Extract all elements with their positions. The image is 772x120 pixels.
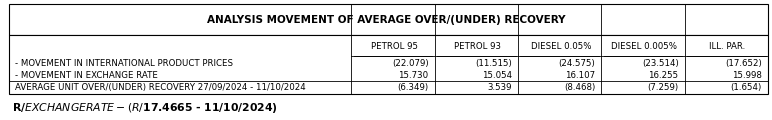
Bar — [9, 4, 768, 35]
Text: ANALYSIS MOVEMENT OF AVERAGE OVER/(UNDER) RECOVERY: ANALYSIS MOVEMENT OF AVERAGE OVER/(UNDER… — [207, 15, 565, 24]
Text: AVERAGE UNIT OVER/(UNDER) RECOVERY 27/09/2024 - 11/10/2024: AVERAGE UNIT OVER/(UNDER) RECOVERY 27/09… — [15, 83, 306, 92]
Text: 15.054: 15.054 — [482, 71, 512, 80]
Text: 15.998: 15.998 — [732, 71, 762, 80]
Text: - MOVEMENT IN INTERNATIONAL PRODUCT PRICES: - MOVEMENT IN INTERNATIONAL PRODUCT PRIC… — [15, 59, 233, 68]
Text: (6.349): (6.349) — [398, 83, 428, 92]
Text: (7.259): (7.259) — [648, 83, 679, 92]
Text: (22.079): (22.079) — [392, 59, 428, 68]
Text: (23.514): (23.514) — [642, 59, 679, 68]
Text: ILL. PAR.: ILL. PAR. — [709, 42, 746, 51]
Bar — [9, 35, 768, 94]
Text: DIESEL 0.005%: DIESEL 0.005% — [611, 42, 677, 51]
Text: R/$ EXCHANGE RATE - (R/$17.4665 - 11/10/2024): R/$ EXCHANGE RATE - (R/$17.4665 - 11/10/… — [12, 101, 278, 115]
Text: DIESEL 0.05%: DIESEL 0.05% — [530, 42, 591, 51]
Text: 3.539: 3.539 — [487, 83, 512, 92]
Text: 15.730: 15.730 — [398, 71, 428, 80]
Text: PETROL 93: PETROL 93 — [454, 42, 501, 51]
Text: PETROL 95: PETROL 95 — [371, 42, 418, 51]
Text: 16.255: 16.255 — [648, 71, 679, 80]
Text: (17.652): (17.652) — [725, 59, 762, 68]
Text: 16.107: 16.107 — [565, 71, 595, 80]
Text: (1.654): (1.654) — [731, 83, 762, 92]
Text: (8.468): (8.468) — [564, 83, 595, 92]
Text: (24.575): (24.575) — [558, 59, 595, 68]
Text: - MOVEMENT IN EXCHANGE RATE: - MOVEMENT IN EXCHANGE RATE — [15, 71, 158, 80]
Text: (11.515): (11.515) — [475, 59, 512, 68]
